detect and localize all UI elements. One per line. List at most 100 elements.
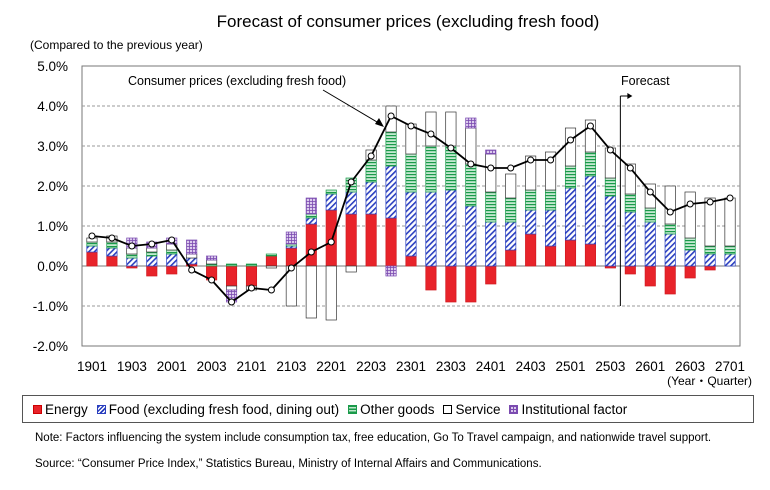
cpi-point-2301 xyxy=(407,122,415,130)
bar-other-2701 xyxy=(724,245,736,255)
bar-energy-2603 xyxy=(684,265,696,279)
cpi-line xyxy=(88,112,734,306)
bar-other-2004 xyxy=(226,263,238,267)
legend-swatch-food xyxy=(96,404,106,414)
cpi-point-2601 xyxy=(646,188,654,196)
bar-other-1903 xyxy=(126,253,138,259)
line-annotation-label: Consumer prices (excluding fresh food) xyxy=(128,74,346,88)
cpi-point-2403 xyxy=(527,156,535,164)
cpi-point-2602 xyxy=(666,208,674,216)
x-tick-label: 2301 xyxy=(396,359,426,374)
bar-inst-2003 xyxy=(206,255,218,261)
legend-label-service: Service xyxy=(455,401,501,417)
bar-energy-2604 xyxy=(704,265,716,271)
cpi-point-2002 xyxy=(188,266,196,274)
source-note: Source: “Consumer Price Index,” Statisti… xyxy=(35,458,542,470)
bar-food-2301 xyxy=(405,191,417,257)
bar-other-2604 xyxy=(704,245,716,255)
cpi-point-2204 xyxy=(387,112,395,120)
x-tick-label: 1903 xyxy=(117,359,147,374)
legend: Energy Food (excluding fresh food, dinin… xyxy=(22,395,754,423)
cpi-point-2701 xyxy=(726,194,734,202)
x-tick-label: 2401 xyxy=(476,359,506,374)
cpi-point-2201 xyxy=(327,238,335,246)
bar-energy-2103 xyxy=(285,247,297,267)
forecast-label: Forecast xyxy=(621,74,670,88)
line-annotation-arrowhead xyxy=(375,118,384,127)
x-axis-ticks: 1901 1903 2001 2003 2101 2103 2201 2203 2301 2303… xyxy=(77,359,745,374)
y-tick-label: -1.0% xyxy=(33,299,68,314)
bar-other-2501 xyxy=(564,165,577,189)
bar-food-1904 xyxy=(146,255,158,267)
bar-other-1901 xyxy=(86,241,98,247)
x-tick-label: 2501 xyxy=(555,359,585,374)
bar-other-2503 xyxy=(604,177,616,197)
x-tick-label: 2503 xyxy=(595,359,625,374)
bar-food-2502 xyxy=(584,175,596,245)
bar-other-2302 xyxy=(425,145,437,193)
bar-service-2404 xyxy=(545,151,557,191)
bar-food-2204 xyxy=(385,165,397,219)
cpi-point-2104 xyxy=(307,248,315,256)
bar-inst-2401 xyxy=(485,149,497,155)
bar-service-2501 xyxy=(564,127,577,167)
bar-other-1904 xyxy=(146,251,158,257)
bar-service-2504 xyxy=(624,163,636,195)
bar-energy-2304 xyxy=(465,265,477,303)
bar-energy-2404 xyxy=(545,245,557,267)
y-tick-label: 3.0% xyxy=(37,139,68,154)
legend-item-food: Food (excluding fresh food, dining out) xyxy=(96,402,339,417)
y-axis-ticks: 5.0% 4.0% 3.0% 2.0% 1.0% 0.0% -1.0% -2.0% xyxy=(33,59,68,354)
forecast-marker: Forecast xyxy=(619,74,670,306)
y-tick-label: 4.0% xyxy=(37,99,68,114)
bar-food-1901 xyxy=(86,245,98,253)
bar-energy-2601 xyxy=(644,265,656,287)
bar-energy-2303 xyxy=(445,265,457,303)
x-axis-label: (Year・Quarter) xyxy=(667,374,752,388)
bar-other-2104 xyxy=(305,213,317,219)
bar-food-2403 xyxy=(525,209,537,235)
cpi-point-2401 xyxy=(487,164,495,172)
bar-other-2101 xyxy=(245,263,258,267)
cpi-point-2103 xyxy=(287,264,295,272)
cpi-point-2502 xyxy=(586,122,594,130)
bar-food-2303 xyxy=(445,189,457,267)
bar-energy-2201 xyxy=(325,209,337,267)
x-tick-label: 2403 xyxy=(516,359,546,374)
bar-food-2203 xyxy=(365,181,377,215)
legend-swatch-institutional xyxy=(509,404,519,414)
y-tick-label: 5.0% xyxy=(37,59,68,74)
bar-service-2002 xyxy=(186,253,198,259)
bar-service-2602 xyxy=(664,185,676,225)
bar-energy-2203 xyxy=(365,213,377,267)
bar-service-2304 xyxy=(465,127,477,165)
bar-food-1902 xyxy=(106,247,118,257)
bar-service-2003 xyxy=(206,259,218,265)
bar-food-2104 xyxy=(305,217,317,225)
bar-other-2404 xyxy=(545,189,557,211)
bar-energy-2204 xyxy=(385,217,397,267)
bar-service-2701 xyxy=(724,197,736,247)
line-annotation: Consumer prices (excluding fresh food) xyxy=(128,74,384,127)
x-tick-label: 2101 xyxy=(236,359,266,374)
cpi-point-1903 xyxy=(128,242,136,250)
bar-other-2303 xyxy=(445,145,457,191)
bar-service-2401 xyxy=(485,153,497,193)
x-tick-label: 2001 xyxy=(157,359,187,374)
cpi-point-2003 xyxy=(208,276,216,284)
x-tick-label: 2603 xyxy=(675,359,705,374)
bar-food-1903 xyxy=(126,257,138,267)
y-tick-label: 0.0% xyxy=(37,259,68,274)
legend-item-service: Service xyxy=(443,402,500,417)
bar-food-2603 xyxy=(684,249,696,267)
plot-area xyxy=(81,65,741,347)
bar-food-2701 xyxy=(724,253,736,267)
bar-service-2502 xyxy=(584,119,596,153)
bar-other-2601 xyxy=(644,207,656,223)
x-tick-label: 2701 xyxy=(715,359,745,374)
bar-other-2201 xyxy=(325,189,337,195)
bar-energy-2104 xyxy=(305,223,317,267)
bar-service-2102 xyxy=(265,265,277,269)
chart: Forecast of consumer prices (excluding f… xyxy=(30,12,752,388)
bar-other-2001 xyxy=(166,249,178,255)
